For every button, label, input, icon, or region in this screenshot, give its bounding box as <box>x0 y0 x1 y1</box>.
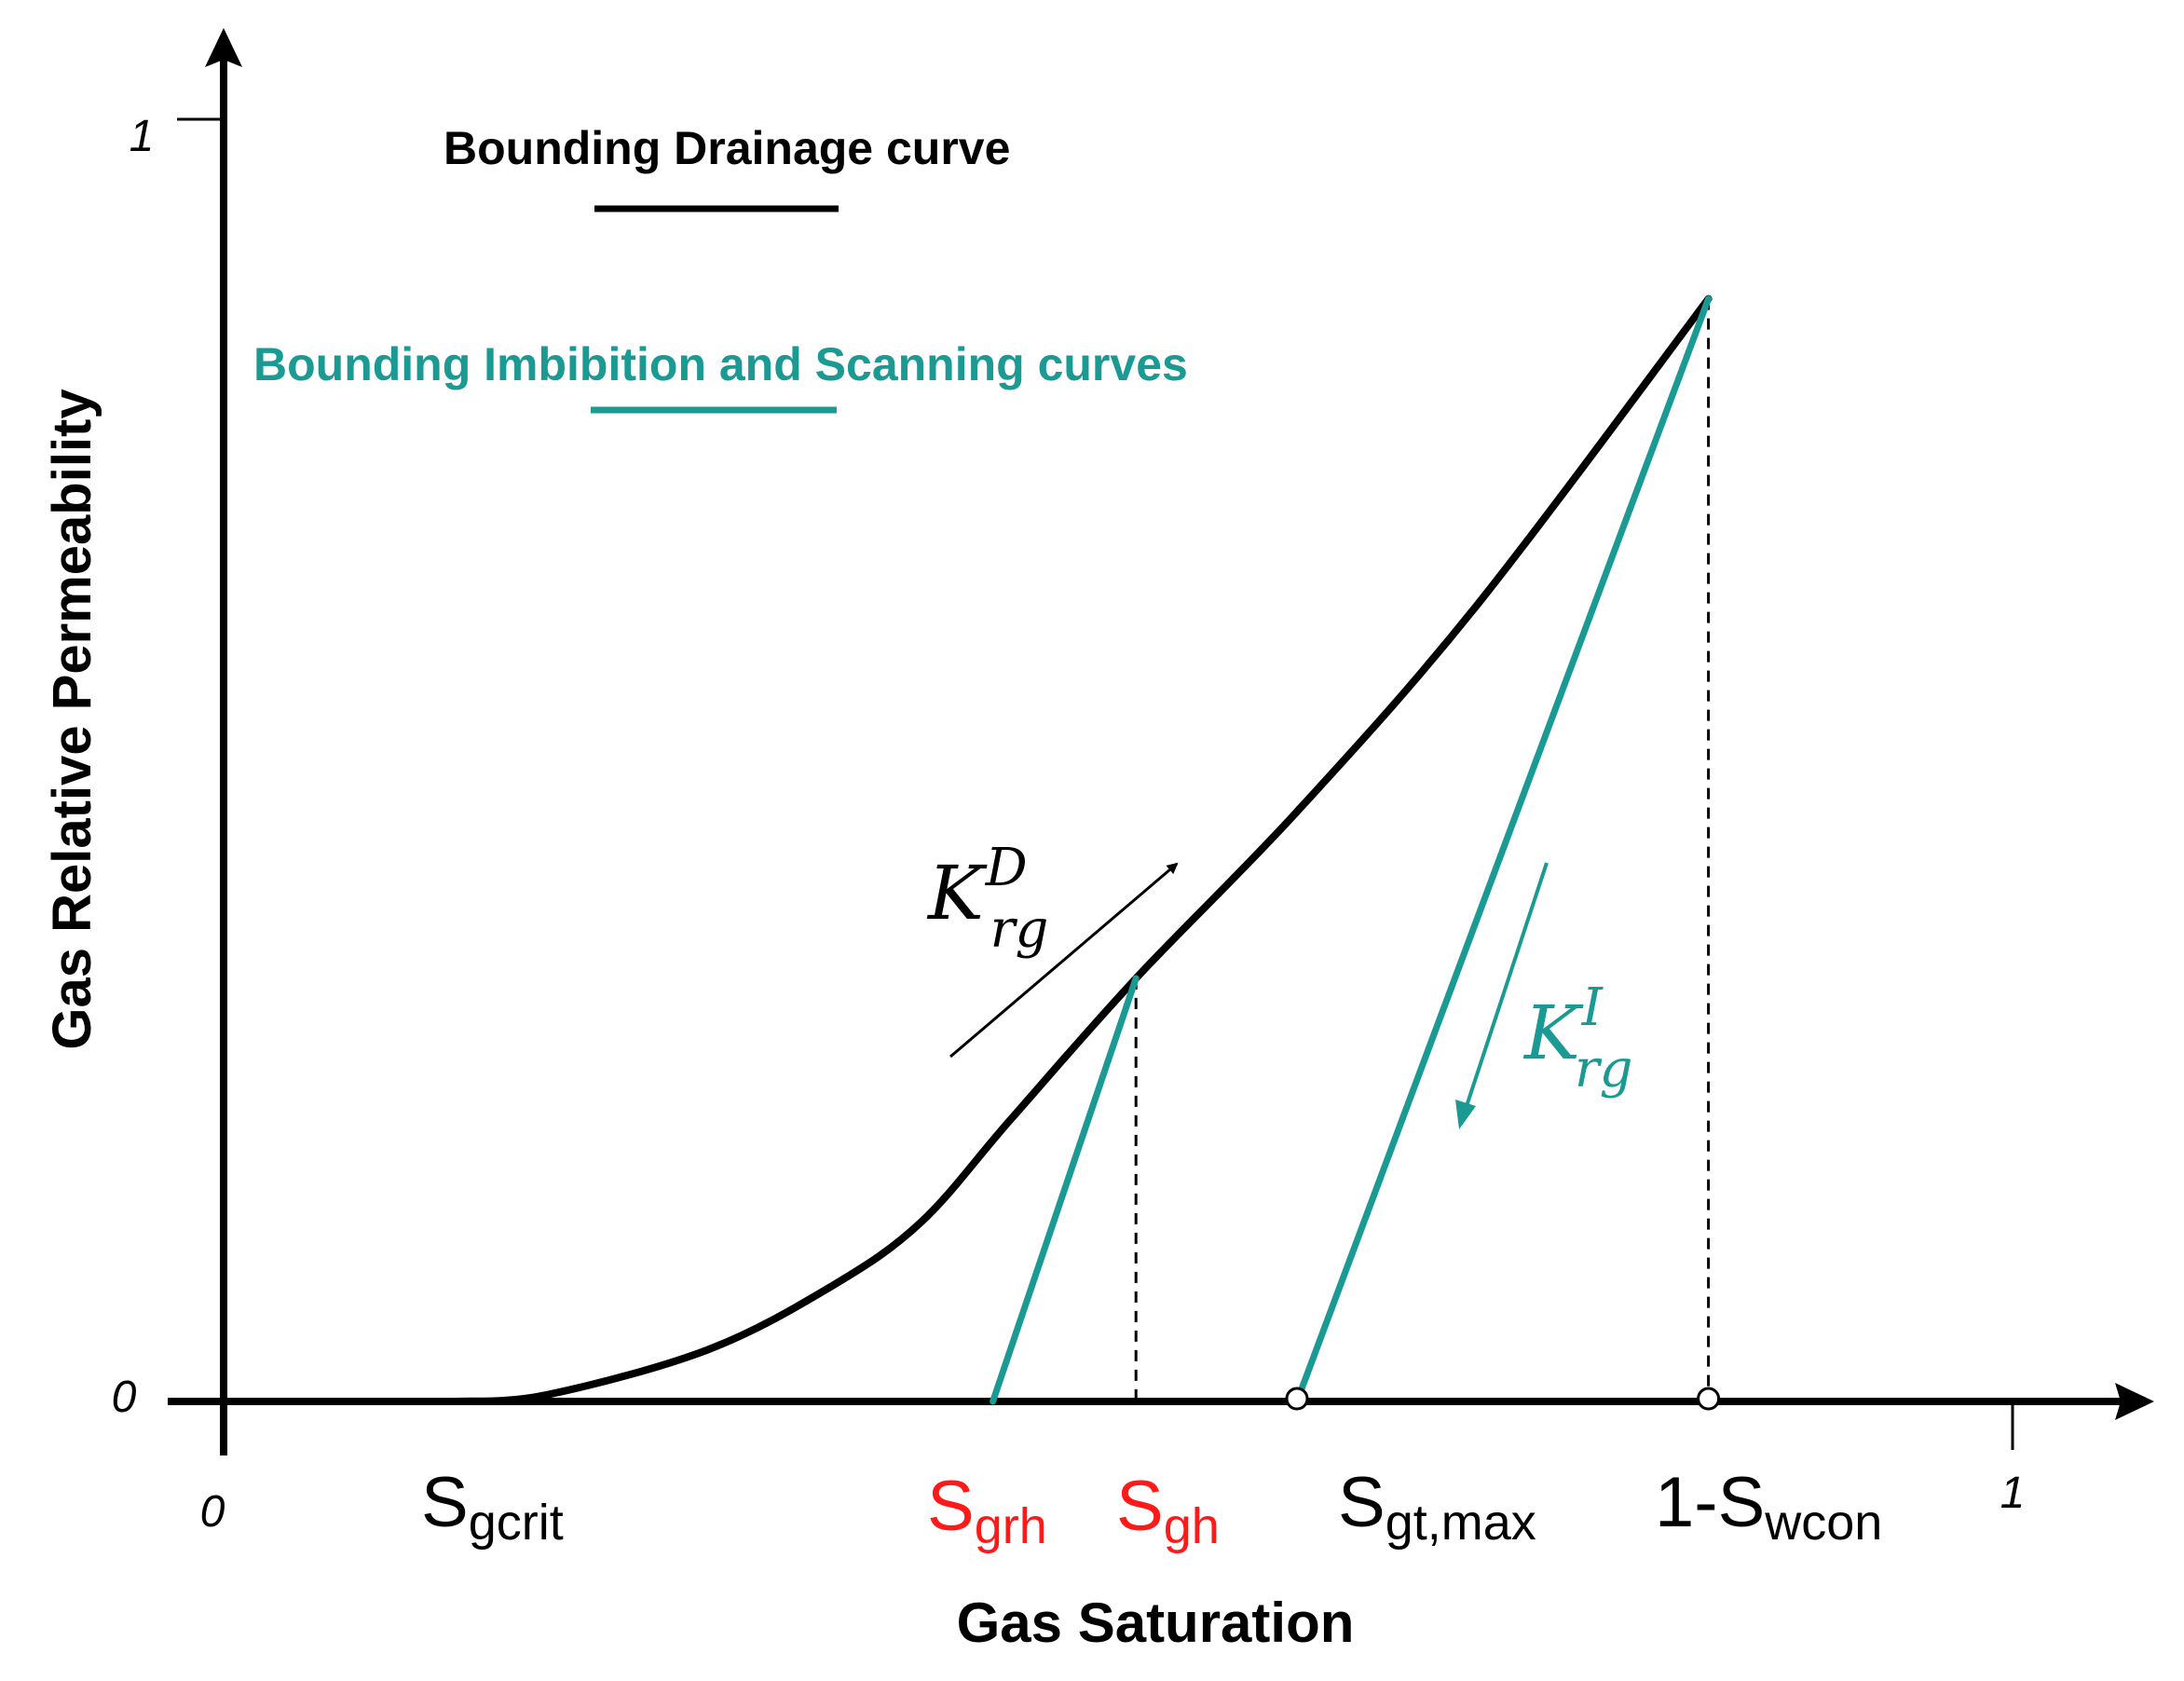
krg-d-label: KD rg <box>926 838 1048 960</box>
guide-lines <box>1134 298 1711 1401</box>
marker-layer <box>1285 1387 1721 1411</box>
series-line-scanning-curve <box>990 975 1140 1405</box>
legend-imbibition-label: Bounding Imbibition and Scanning curves <box>253 338 1188 390</box>
krg-i-label: KI rg <box>1522 977 1633 1100</box>
legend-drainage-label: Bounding Drainage curve <box>444 122 1010 174</box>
x-point-labels: Sgcrit Sgrh Sgh Sgt,max 1-Swcon <box>421 1463 1882 1554</box>
series-line-bounding-imbibition-curve <box>1293 295 1713 1405</box>
imbibition-direction-arrow <box>1464 862 1549 1110</box>
x-tick-label-origin: 0 <box>200 1487 225 1537</box>
imbibition-direction-arrowhead <box>1455 1100 1476 1129</box>
y-tick-label-end: 1 <box>130 112 155 161</box>
marker-sgt-max <box>1285 1387 1309 1411</box>
drainage-direction-arrow <box>949 862 1179 1059</box>
annotation-krg-imbibition: KI rg <box>1455 862 1633 1129</box>
x-axis-title: Gas Saturation <box>957 1592 1355 1654</box>
x-tick-label-end: 1 <box>2000 1469 2026 1518</box>
series-layer <box>452 294 1713 1405</box>
x-axis-arrowhead <box>2115 1383 2154 1420</box>
y-axis-arrowhead <box>205 28 242 67</box>
annotation-krg-drainage: KD rg <box>926 838 1179 1059</box>
x-point-label-1-swcon: 1-Swcon <box>1655 1463 1882 1551</box>
marker-1-swcon <box>1697 1387 1721 1411</box>
series-line-bounding-drainage-curve <box>452 294 1713 1405</box>
x-point-label-sgcrit: Sgcrit <box>421 1463 564 1551</box>
legend: Bounding Drainage curve Bounding Imbibit… <box>253 122 1188 414</box>
x-point-label-sgh: Sgh <box>1116 1467 1220 1554</box>
axes <box>168 28 2154 1456</box>
y-axis-title: Gas Relative Permeability <box>42 389 102 1049</box>
y-tick-label-origin: 0 <box>112 1373 137 1422</box>
x-point-label-sgtmax: Sgt,max <box>1338 1463 1536 1551</box>
x-point-label-sgrh: Sgrh <box>927 1467 1047 1554</box>
